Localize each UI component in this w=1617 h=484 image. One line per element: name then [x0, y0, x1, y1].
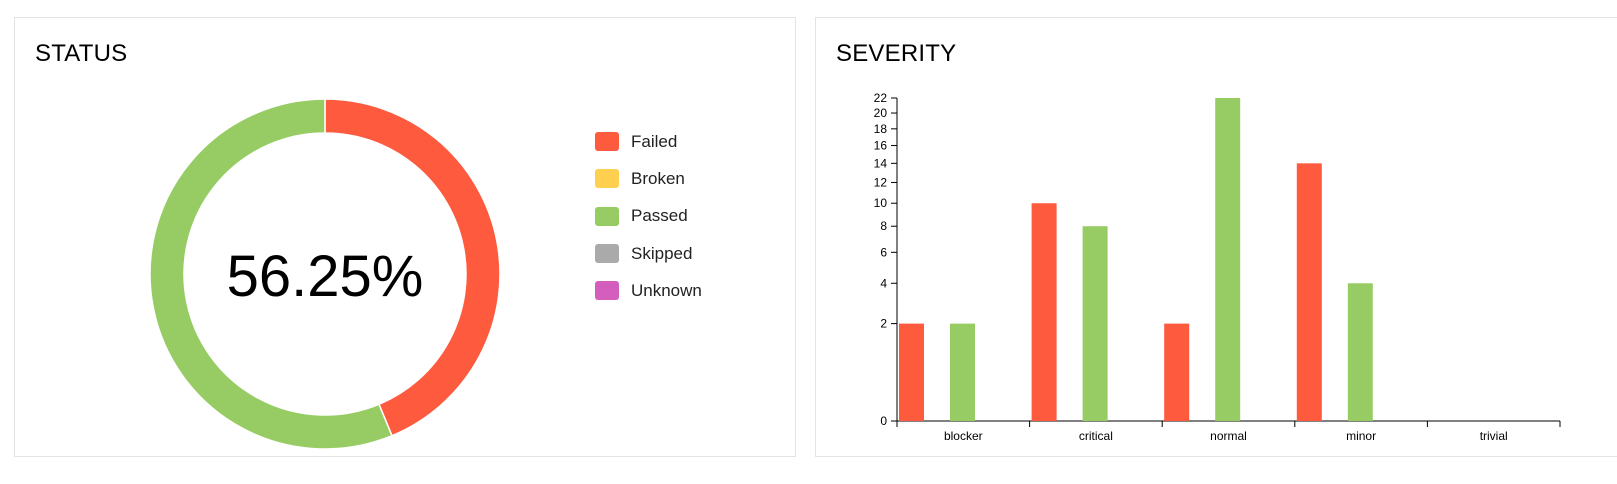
legend-label: Broken [631, 168, 685, 188]
legend-item-unknown[interactable]: Unknown [595, 272, 702, 309]
status-title: STATUS [35, 40, 128, 67]
severity-panel: SEVERITY 0 2 4 6 8 10 12 14 16 18 20 22 blocker criti… [815, 17, 1617, 457]
y-tick-label: 6 [880, 245, 887, 259]
bar-critical-series-2[interactable] [1082, 226, 1108, 421]
bar-blocker-series-1[interactable] [899, 323, 924, 421]
y-tick-label: 8 [880, 219, 887, 233]
x-tick-label-critical: critical [1079, 429, 1113, 443]
legend-item-broken[interactable]: Broken [595, 160, 702, 197]
legend-label: Unknown [631, 280, 702, 300]
status-legend: Failed Broken Passed Skipped Unknown [595, 123, 702, 309]
y-tick-label: 4 [880, 276, 887, 290]
bar-normal-series-1[interactable] [1164, 323, 1190, 421]
status-donut-chart: 56.25% [149, 98, 501, 450]
y-tick-label: 10 [874, 196, 888, 210]
y-tick-label: 18 [874, 122, 888, 136]
legend-swatch [595, 281, 619, 301]
legend-swatch [595, 169, 619, 189]
x-tick-label-blocker: blocker [944, 429, 983, 443]
donut-center-label: 56.25% [227, 244, 424, 309]
bar-minor-series-1[interactable] [1296, 163, 1322, 421]
bar-critical-series-1[interactable] [1031, 203, 1057, 421]
legend-label: Passed [631, 206, 688, 226]
legend-item-passed[interactable]: Passed [595, 198, 702, 235]
x-tick-label-normal: normal [1210, 429, 1247, 443]
legend-label: Failed [631, 131, 678, 151]
legend-swatch [595, 132, 619, 152]
y-tick-label: 16 [874, 139, 888, 153]
y-tick-label: 12 [874, 175, 888, 189]
y-tick-label: 14 [874, 156, 888, 170]
y-tick-label: 2 [880, 317, 887, 331]
legend-item-failed[interactable]: Failed [595, 123, 702, 160]
x-tick-label-minor: minor [1346, 429, 1376, 443]
legend-swatch [595, 244, 619, 264]
x-tick-label-trivial: trivial [1480, 429, 1508, 443]
donut-slice-passed[interactable] [149, 98, 393, 450]
y-tick-label: 0 [880, 414, 887, 428]
severity-title: SEVERITY [836, 40, 957, 67]
legend-label: Skipped [631, 243, 693, 263]
y-tick-label: 22 [874, 91, 888, 105]
bar-minor-series-2[interactable] [1347, 283, 1373, 421]
legend-swatch [595, 206, 619, 226]
bar-normal-series-2[interactable] [1215, 98, 1241, 421]
y-tick-label: 20 [874, 106, 888, 120]
bar-blocker-series-2[interactable] [950, 323, 975, 421]
legend-item-skipped[interactable]: Skipped [595, 235, 702, 272]
status-panel: STATUS 56.25% Failed Broken Passed Skipped U… [14, 17, 796, 457]
